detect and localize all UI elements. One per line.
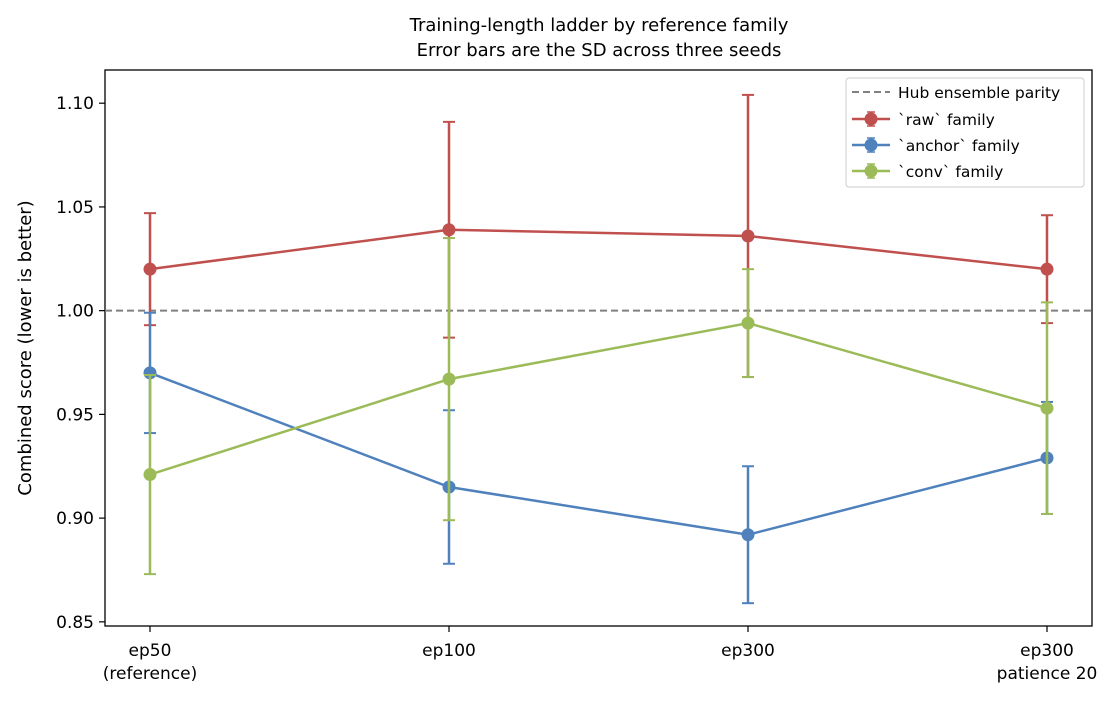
data-point (442, 223, 456, 237)
y-tick-label: 0.85 (56, 613, 94, 633)
legend: Hub ensemble parity `raw` family `anchor` … (845, 77, 1085, 188)
series-2 (143, 237, 1054, 576)
legend-swatch-marker (864, 138, 878, 152)
y-tick-label: 0.90 (56, 509, 94, 529)
legend-label: `anchor` family (898, 137, 1020, 155)
y-tick-label: 0.95 (56, 405, 94, 425)
series-1 (143, 311, 1054, 605)
plot-area: 0.85 0.90 0.95 1.00 1.05 1.10 ep50 (reference) e… (56, 69, 1098, 684)
legend-swatch-marker (864, 112, 878, 126)
series-line (149, 371, 1048, 536)
data-point (1040, 262, 1054, 276)
legend-label: Hub ensemble parity (898, 84, 1060, 102)
x-tick-label: ep100 (422, 641, 476, 661)
legend-label: `raw` family (898, 111, 995, 129)
series-0 (143, 93, 1054, 379)
axes-frame (104, 69, 1093, 627)
legend-label: `conv` family (898, 163, 1003, 181)
x-tick-label: ep300 (721, 641, 775, 661)
x-tick-label: patience 20 (997, 664, 1098, 684)
chart-title: Training-length ladder by reference fami… (409, 15, 789, 36)
y-tick-label: 1.00 (56, 302, 94, 322)
data-point (741, 229, 755, 243)
data-point (741, 316, 755, 330)
chart-subtitle: Error bars are the SD across three seeds (417, 40, 782, 61)
y-axis-label: Combined score (lower is better) (15, 200, 36, 495)
y-tick-label: 1.05 (56, 198, 94, 218)
y-tick-label: 1.10 (56, 94, 94, 114)
series-line (149, 228, 1048, 271)
x-tick-label: ep300 (1020, 641, 1074, 661)
legend-swatch-marker (864, 164, 878, 178)
series-line (149, 321, 1048, 476)
data-point (143, 468, 157, 482)
data-point (143, 366, 157, 380)
x-tick-label: (reference) (103, 664, 197, 684)
legend-box (845, 77, 1085, 188)
data-point (1040, 401, 1054, 415)
data-point (741, 528, 755, 542)
data-point (442, 372, 456, 386)
data-point (143, 262, 157, 276)
x-tick-label: ep50 (129, 641, 172, 661)
